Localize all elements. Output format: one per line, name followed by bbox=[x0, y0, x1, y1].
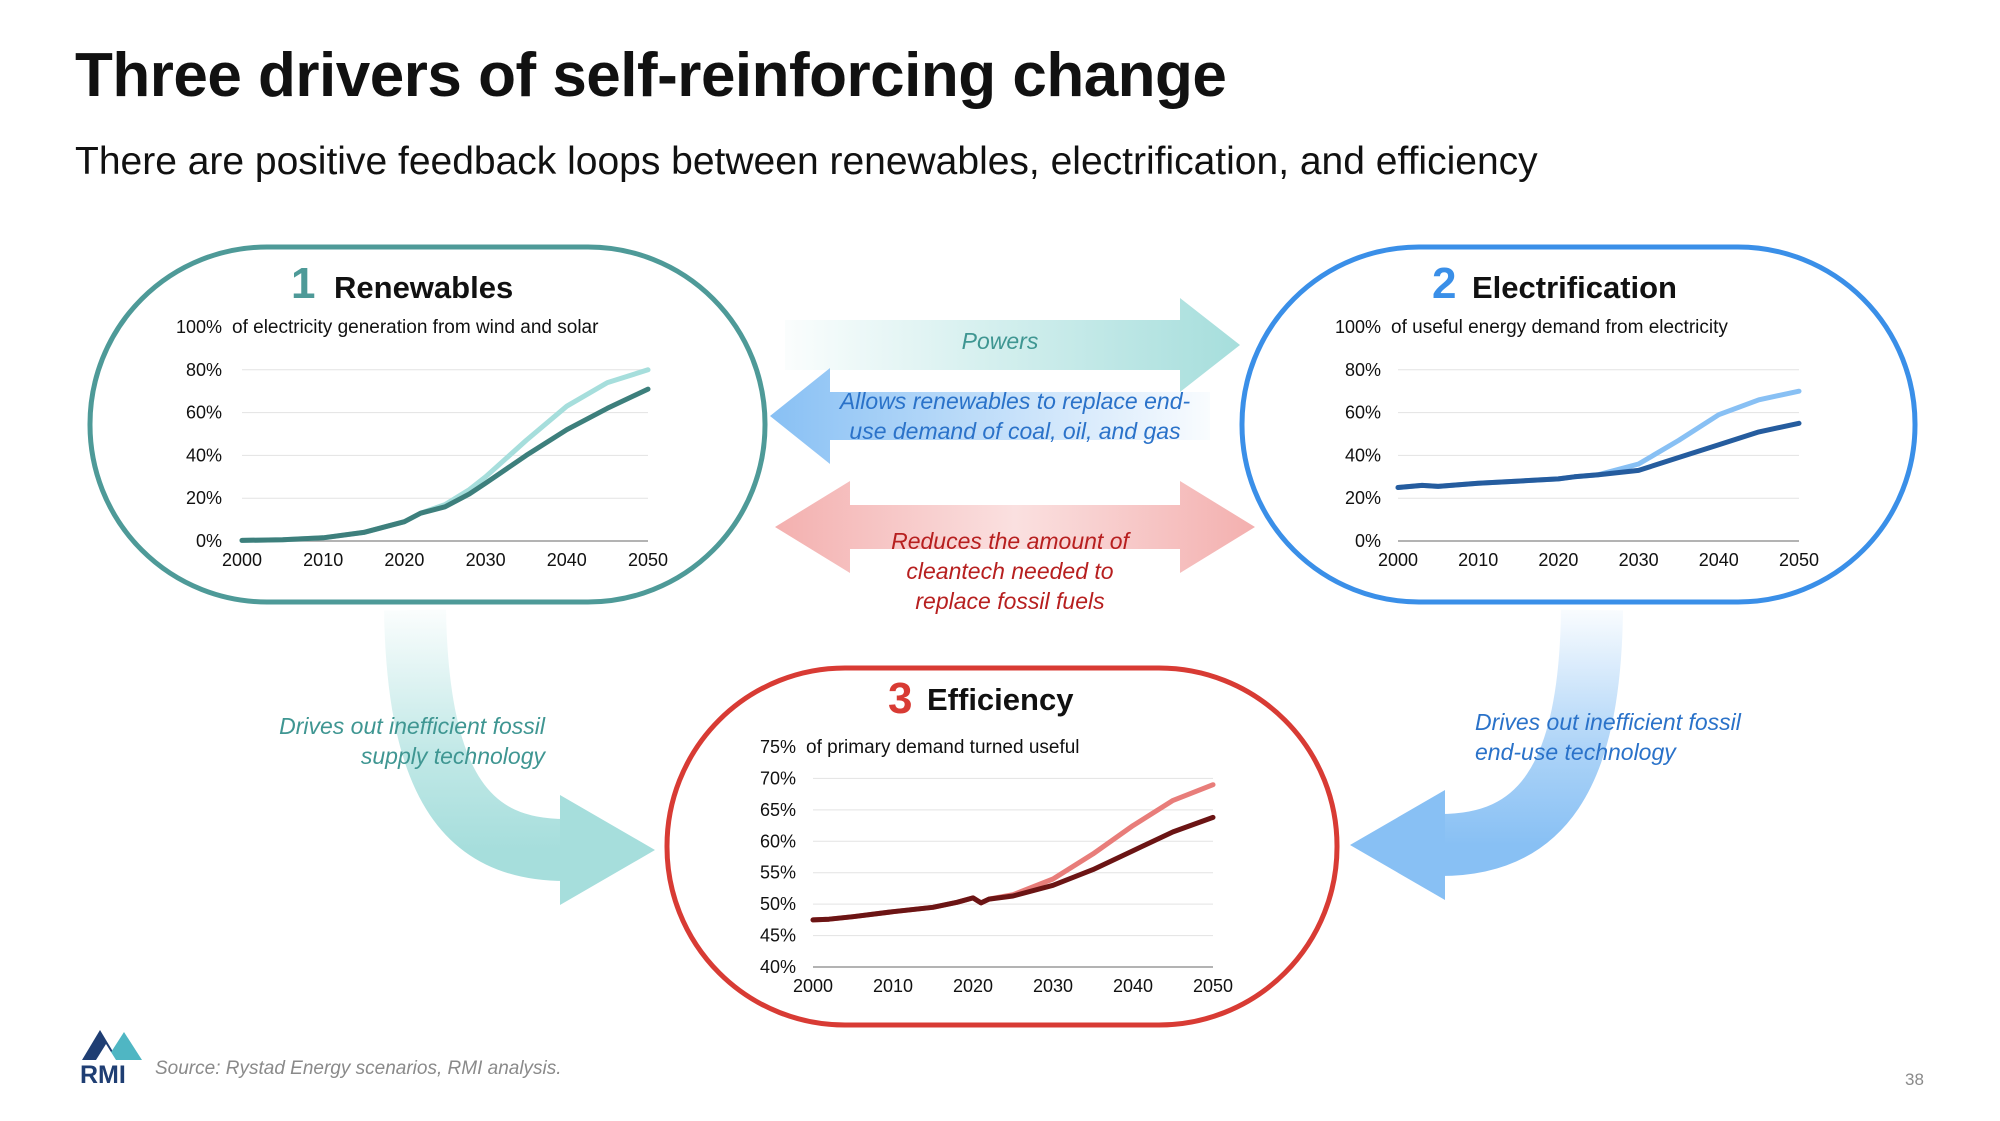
x-tick-label: 2040 bbox=[1699, 550, 1739, 570]
drives-supply-arrow bbox=[384, 609, 655, 905]
x-tick-label: 2050 bbox=[1779, 550, 1819, 570]
electrification-panel bbox=[1239, 244, 1918, 605]
y-tick-label: 40% bbox=[186, 445, 222, 465]
y-tick-label: 50% bbox=[760, 894, 796, 914]
renewables-title: Renewables bbox=[334, 270, 513, 305]
electrification-chart: 0% 20% 40% 60% 80% 100% of useful energy deman… bbox=[1335, 317, 1819, 570]
x-tick-label: 2010 bbox=[1458, 550, 1498, 570]
x-tick-label: 2020 bbox=[384, 550, 424, 570]
powers-label: Powers bbox=[961, 328, 1039, 354]
drives-enduse-arrow bbox=[1350, 609, 1623, 900]
series-line-dark bbox=[1395, 420, 1802, 490]
reduces-arrow bbox=[775, 481, 1255, 573]
efficiency-number: 3 bbox=[888, 674, 912, 723]
reduces-label: Reduces the amount of cleantech needed to… bbox=[891, 528, 1129, 614]
electrification-title: Electrification bbox=[1472, 270, 1677, 305]
y-tick-label: 45% bbox=[760, 926, 796, 946]
y-tick-label: 60% bbox=[760, 831, 796, 851]
x-tick-label: 2050 bbox=[1193, 976, 1233, 996]
drives-supply-label: Drives out inefficient fossil supply tech… bbox=[279, 713, 545, 769]
y-tick-label: 100% bbox=[176, 317, 222, 337]
y-tick-label: 60% bbox=[186, 403, 222, 423]
electrification-number: 2 bbox=[1432, 259, 1456, 308]
x-tick-label: 2000 bbox=[222, 550, 262, 570]
renewables-number: 1 bbox=[291, 259, 315, 308]
rmi-logo-text: RMI bbox=[80, 1061, 126, 1084]
y-tick-label: 100% bbox=[1335, 317, 1381, 337]
x-tick-label: 2010 bbox=[303, 550, 343, 570]
drives-enduse-label: Drives out inefficient fossil end-use tec… bbox=[1475, 709, 1741, 765]
y-tick-label: 60% bbox=[1345, 403, 1381, 423]
y-axis-description: of primary demand turned useful bbox=[806, 737, 1080, 758]
slide-title: Three drivers of self-reinforcing change bbox=[75, 41, 1227, 110]
y-tick-label: 65% bbox=[760, 800, 796, 820]
rmi-mountain-icon: RMI bbox=[80, 1030, 142, 1089]
x-tick-label: 2030 bbox=[1619, 550, 1659, 570]
y-tick-label: 80% bbox=[1345, 360, 1381, 380]
x-tick-label: 2000 bbox=[1378, 550, 1418, 570]
y-tick-label: 80% bbox=[186, 360, 222, 380]
series-line-dark bbox=[810, 814, 1216, 923]
powers-arrow bbox=[785, 298, 1240, 392]
x-tick-label: 2010 bbox=[873, 976, 913, 996]
x-tick-label: 2020 bbox=[1538, 550, 1578, 570]
y-tick-label: 40% bbox=[1345, 445, 1381, 465]
x-tick-label: 2050 bbox=[628, 550, 668, 570]
source-note: Source: Rystad Energy scenarios, RMI ana… bbox=[155, 1058, 562, 1079]
x-tick-label: 2040 bbox=[547, 550, 587, 570]
efficiency-title: Efficiency bbox=[927, 682, 1074, 717]
allows-arrow bbox=[770, 368, 1210, 464]
allows-label: Allows renewables to replace end-use dem… bbox=[839, 388, 1191, 444]
y-tick-label: 20% bbox=[186, 488, 222, 508]
x-tick-label: 2000 bbox=[793, 976, 833, 996]
y-tick-label: 0% bbox=[196, 531, 222, 551]
y-axis-description: of useful energy demand from electricity bbox=[1391, 317, 1728, 338]
y-axis-description: of electricity generation from wind and … bbox=[232, 317, 599, 338]
y-tick-label: 0% bbox=[1355, 531, 1381, 551]
x-tick-label: 2030 bbox=[1033, 976, 1073, 996]
rmi-logo: RMI bbox=[80, 1026, 146, 1089]
series-line-dark bbox=[239, 386, 651, 543]
x-tick-label: 2040 bbox=[1113, 976, 1153, 996]
renewables-panel bbox=[87, 244, 768, 605]
x-tick-label: 2030 bbox=[466, 550, 506, 570]
page-number: 38 bbox=[1905, 1070, 1924, 1089]
y-tick-label: 75% bbox=[760, 737, 796, 757]
renewables-chart: 0% 20% 40% 60% 80% 100% of electricity generat… bbox=[176, 317, 668, 570]
x-tick-label: 2020 bbox=[953, 976, 993, 996]
slide-subtitle: There are positive feedback loops betwee… bbox=[75, 140, 1538, 183]
y-tick-label: 70% bbox=[760, 768, 796, 788]
y-tick-label: 20% bbox=[1345, 488, 1381, 508]
y-tick-label: 55% bbox=[760, 863, 796, 883]
efficiency-chart: 40% 45% 50% 55% 60% 65% 70% 75% of primary deman… bbox=[760, 737, 1233, 996]
y-tick-label: 40% bbox=[760, 957, 796, 977]
